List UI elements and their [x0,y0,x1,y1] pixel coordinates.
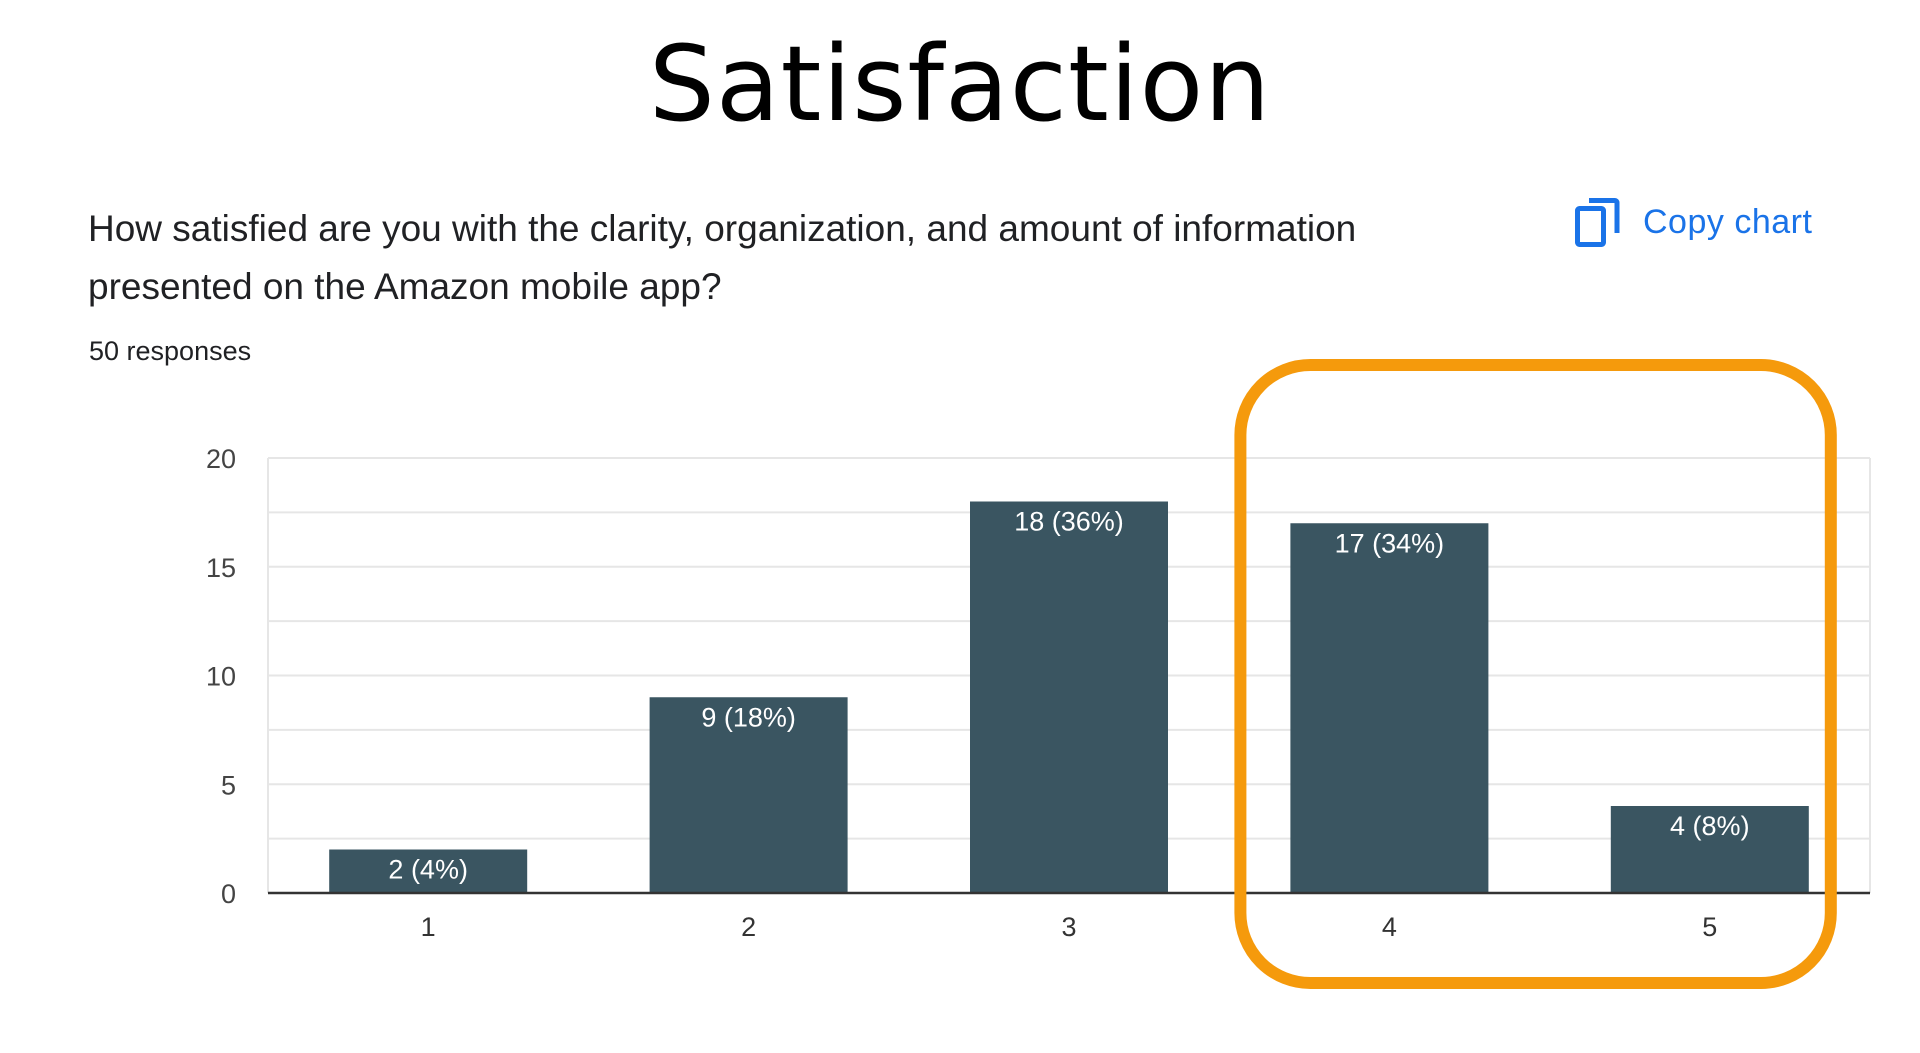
bar-data-label: 18 (36%) [1014,507,1124,537]
x-tick-label: 1 [421,912,436,942]
x-tick-label: 2 [741,912,756,942]
bar-data-label: 9 (18%) [701,702,796,732]
bar [1610,806,1809,893]
x-tick-label: 5 [1702,912,1717,942]
highlight-box [1234,359,1837,989]
y-axis-ticks: 0 5 10 15 20 [206,444,236,909]
bar-data-label: 4 (8%) [1670,811,1750,841]
bar [1290,523,1489,893]
copy-icon [1575,198,1620,247]
copy-chart-button[interactable]: Copy chart [1575,196,1812,248]
y-tick-label: 10 [206,662,236,692]
y-tick-label: 15 [206,553,236,583]
slide-title: Satisfaction [648,23,1272,145]
copy-chart-label: Copy chart [1643,202,1813,241]
y-tick-label: 0 [221,879,236,909]
x-axis-ticks: 1 2 3 4 5 [421,912,1718,942]
bar-data-labels: 2 (4%) 9 (18%) 18 (36%) 17 (34%) 4 (8%) [388,507,1749,885]
bars [329,501,1809,893]
x-tick-label: 3 [1061,912,1076,942]
response-count: 50 responses [89,336,252,366]
y-tick-label: 20 [206,444,236,474]
bar [329,849,528,893]
bar-data-label: 2 (4%) [388,855,468,885]
x-tick-label: 4 [1382,912,1397,942]
bar [970,501,1168,893]
bar-data-label: 17 (34%) [1335,528,1445,558]
y-tick-label: 5 [221,770,236,800]
bar [649,697,848,893]
question-text: How satisfied are you with the clarity, … [88,208,1357,307]
